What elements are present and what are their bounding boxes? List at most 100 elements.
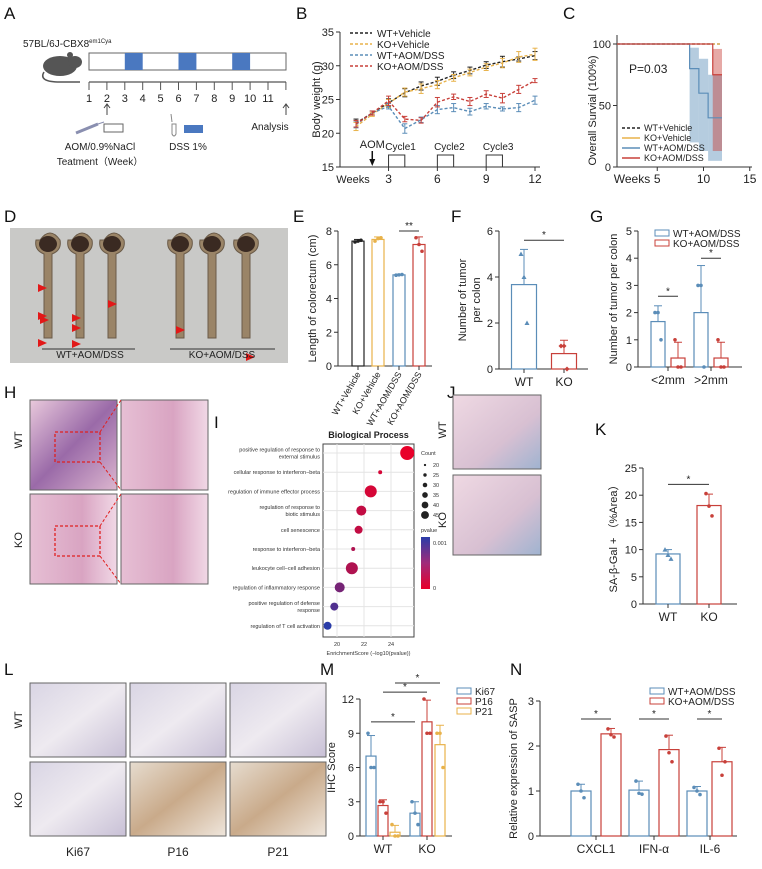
panel-letter-g: G [590,207,603,226]
aom-arrow-icon [103,103,111,115]
legend-label: WT+AOM/DSS [668,687,736,698]
y-axis-label: IHC Score [326,742,338,793]
enrichment-dot [345,562,358,575]
enrichment-dot [323,621,332,630]
j-row-label-ko: KO [437,512,449,528]
sa-bgal-image-wt [452,394,542,470]
y-tick-label: 20 [322,128,334,140]
term-label: regulation of inflammatory response [233,585,320,591]
data-point [664,734,668,738]
y-tick-label: 6 [487,226,493,238]
data-point [394,273,398,278]
panel-letter-k: K [595,420,607,439]
tumor-arrow-icon [38,284,47,292]
l-row-label-ko: KO [13,792,25,808]
data-point [662,547,668,552]
y-tick-label: 35 [322,27,334,39]
h-row-label-ko: KO [13,532,25,548]
size-legend-dot [422,482,428,488]
y-tick-label: 15 [322,162,334,174]
y-tick-label: 2 [626,308,632,320]
data-point [438,731,442,736]
significance-label: * [594,709,598,720]
term-label: response to interferon−beta [253,547,321,553]
size-legend-dot [421,511,429,519]
data-point [716,338,720,342]
wt-group-label: WT+AOM/DSS [56,350,124,361]
l-row-label-wt: WT [13,711,25,728]
y-tick-label: 2 [487,318,493,330]
legend-swatch [456,687,472,695]
colon-specimen [67,232,93,339]
data-point [606,727,610,731]
data-point [704,491,708,496]
he-image-ko-low [29,493,118,585]
data-point [420,249,424,254]
y-axis-label: Number of tumor per colon [608,234,620,365]
y-tick-label: 0 [605,162,611,174]
data-point [393,834,397,838]
week-label: 6 [175,93,181,105]
y-tick-label: 9 [348,728,354,740]
enrichment-dot [400,446,415,460]
data-point [582,795,586,800]
bar [600,733,622,837]
mouse-strain-label: 57BL/6J-CBX8em1Cya [23,39,112,50]
data-point [372,765,376,770]
y-tick-label: 25 [322,95,334,107]
enrichment-dot [356,505,367,516]
data-point [410,799,414,804]
week-label: 2 [104,93,110,105]
data-point [634,779,638,783]
bar [351,240,365,367]
y-tick-label: 25 [625,463,637,475]
chart-f: 0 2 4 6 Number of tumor per colon WT KO * [457,226,588,389]
week-label: 8 [211,93,217,105]
he-image-ko-high [120,493,209,585]
legend-swatch [649,697,665,705]
legend-label: KO+Vehicle [644,133,691,143]
data-point [710,514,714,518]
tumor-arrow-icon [72,324,81,332]
legend-label: WT+AOM/DSS [377,51,445,62]
term-label: cellular response to interferon−beta [234,470,321,476]
enrichment-dot [354,525,363,534]
bar [550,352,578,370]
y-tick-label: 0 [348,831,354,843]
he-image-wt-high [120,399,209,491]
y-tick-label: 4 [326,294,332,306]
dss-cycle-box [436,154,455,167]
mouse-icon [42,52,82,83]
cycle-label: Cycle1 [385,142,416,153]
data-point [692,785,696,790]
y-tick-label: 3 [528,696,534,708]
series-line [355,79,536,125]
zoom-box-wt [54,431,101,463]
size-legend-label: 45 [433,513,439,519]
data-point [373,239,377,243]
panel-d-colon-photo: WT+AOM/DSS KO+AOM/DSS [10,228,288,363]
y-axis-label: Relative expression of SASP [508,698,520,839]
data-point [416,822,420,827]
data-point [384,811,388,815]
y-tick-label: 0 [487,364,493,376]
x-tick-label: WT [659,610,678,624]
y-tick-label: 0 [528,831,534,843]
y-tick-label: 5 [631,572,637,584]
size-legend-dot [421,501,429,509]
ihc-wt-p21 [229,682,327,758]
significance-label: * [708,709,712,720]
size-legend-label: 30 [433,483,439,489]
data-point [720,773,724,778]
legend-label: KO+AOM/DSS [668,697,735,708]
x-tick-label: IL-6 [700,842,721,856]
y-tick-label: 100 [593,39,611,51]
dss-label: DSS 1% [169,142,207,153]
ihc-wt-p16 [129,682,227,758]
data-point [719,365,723,369]
legend-label: KO+AOM/DSS [644,153,704,163]
size-legend-label: 35 [433,493,439,499]
data-point [518,251,524,256]
x-tick-label: WT [374,842,393,856]
